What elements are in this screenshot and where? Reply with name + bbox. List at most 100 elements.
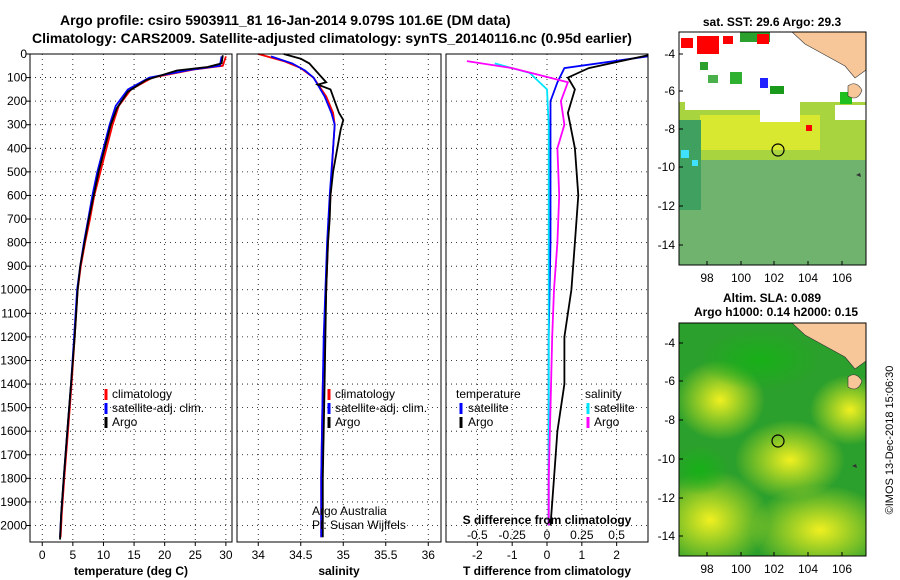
y-tick-label: 100	[7, 71, 27, 85]
y-tick-label: 1000	[0, 283, 27, 297]
y-tick-label: 200	[7, 94, 27, 108]
map-x-tick-label: 98	[700, 562, 714, 576]
map-y-tick-label: -4	[664, 336, 675, 350]
x-tick-label: 1	[578, 548, 585, 562]
credit-text: PI: Susan Wijffels	[312, 518, 406, 532]
legend-label: Argo	[112, 415, 138, 429]
x-axis-label-2: S difference from climatology	[463, 513, 632, 527]
map-x-tick-label: 102	[764, 562, 784, 576]
x-tick-label-2: -0.25	[498, 528, 526, 542]
x-tick-label: 34.5	[289, 548, 313, 562]
legend-label: satellite-adj. clim.	[335, 401, 427, 415]
x-tick-label-2: -0.5	[467, 528, 488, 542]
map-y-tick-label: -8	[664, 413, 675, 427]
sla-map	[678, 322, 867, 557]
y-tick-label: 1200	[0, 330, 27, 344]
y-tick-label: 1900	[0, 495, 27, 509]
title-line-2: Climatology: CARS2009. Satellite-adjuste…	[32, 30, 632, 46]
series-argo	[59, 55, 224, 540]
x-tick-label-2: 0	[544, 528, 551, 542]
x-axis-label: temperature (deg C)	[74, 564, 188, 578]
map-x-tick-label: 106	[832, 271, 852, 285]
x-tick-label: 0	[544, 548, 551, 562]
y-tick-label: 1700	[0, 448, 27, 462]
panel-salinity: 34 34.5 35 35.5 36 salinity climatologysatelli…	[236, 53, 442, 578]
x-tick-label: 25	[189, 548, 203, 562]
y-tick-label: 0	[20, 47, 27, 61]
series-climatology	[59, 56, 227, 538]
sst-map	[678, 31, 867, 266]
y-tick-label: 1400	[0, 377, 27, 391]
map-y-tick-label: -8	[664, 122, 675, 136]
x-axis-label: T difference from climatology	[463, 564, 631, 578]
x-tick-label: 20	[158, 548, 172, 562]
map-y-tick-label: -12	[658, 199, 676, 213]
sla-map-title-1: Altim. SLA: 0.089	[723, 291, 821, 305]
x-tick-label: -1	[507, 548, 518, 562]
land-sumatra	[791, 32, 866, 79]
y-tick-label: 1800	[0, 471, 27, 485]
map-y-tick-label: -10	[658, 160, 676, 174]
credit-text: Argo Australia	[312, 504, 387, 518]
map-x-tick-label: 106	[832, 562, 852, 576]
y-tick-label: 700	[7, 212, 27, 226]
x-tick-label-2: 0.25	[570, 528, 594, 542]
x-tick-label: -2	[472, 548, 483, 562]
series-satellite-adj.-clim.	[59, 56, 223, 538]
legend-label: Argo	[594, 415, 620, 429]
x-axis-label: salinity	[318, 564, 360, 578]
map-x-tick-label: 104	[798, 562, 818, 576]
x-tick-label: 30	[219, 548, 233, 562]
y-tick-label: 800	[7, 236, 27, 250]
map-y-tick-label: -14	[658, 529, 676, 543]
legend-label: Argo	[335, 415, 361, 429]
x-tick-label: 34	[252, 548, 266, 562]
panel-difference: -2 -1 0 1 2 T difference from climatology temp…	[445, 53, 649, 578]
map-x-tick-label: 100	[731, 562, 751, 576]
panel-frame	[29, 53, 233, 543]
series-t-argo	[549, 54, 649, 526]
map-x-tick-label: 98	[700, 271, 714, 285]
series-s-argo	[466, 60, 570, 526]
legend-title-salinity: salinity	[585, 387, 622, 401]
x-tick-label: 15	[127, 548, 141, 562]
x-tick-label: 5	[70, 548, 77, 562]
argo-position-marker	[771, 143, 785, 157]
map-y-tick-label: -14	[658, 238, 676, 252]
title-line-1: Argo profile: csiro 5903911_81 16-Jan-20…	[60, 12, 511, 28]
map-x-tick-label: 100	[731, 271, 751, 285]
x-tick-label-2: 0.5	[608, 528, 625, 542]
legend-label: Argo	[468, 415, 494, 429]
credit-stamp: ©IMOS 13-Dec-2018 15:06:30	[884, 366, 896, 515]
legend-label: climatology	[112, 387, 172, 401]
x-tick-label: 36	[422, 548, 436, 562]
x-tick-label: 10	[97, 548, 111, 562]
series-satellite-adj.-clim.	[270, 55, 336, 538]
y-tick-label: 1500	[0, 401, 27, 415]
y-tick-label: 1600	[0, 424, 27, 438]
panel-frame	[445, 53, 649, 543]
y-tick-label: 400	[7, 141, 27, 155]
y-tick-label: 500	[7, 165, 27, 179]
series-s-satellite	[494, 62, 550, 526]
legend-label: satellite	[468, 401, 509, 415]
x-tick-label: 2	[613, 548, 620, 562]
legend-label: satellite-adj. clim.	[112, 401, 204, 415]
argo-position-marker-sla	[771, 434, 785, 448]
y-tick-label: 1100	[1, 306, 27, 320]
series-argo	[283, 53, 345, 538]
map-x-tick-label: 102	[764, 271, 784, 285]
map-y-tick-label: -4	[664, 47, 675, 61]
map-x-tick-label: 104	[798, 271, 818, 285]
x-tick-label: 0	[39, 548, 46, 562]
y-tick-label: 600	[7, 188, 27, 202]
y-tick-label: 300	[7, 118, 27, 132]
x-tick-label: 35.5	[374, 548, 398, 562]
panel-frame	[236, 53, 442, 543]
legend-label: satellite	[594, 401, 635, 415]
map-y-tick-label: -12	[658, 491, 676, 505]
legend-label: climatology	[335, 387, 395, 401]
map-y-tick-label: -10	[658, 452, 676, 466]
x-tick-label: 35	[337, 548, 351, 562]
